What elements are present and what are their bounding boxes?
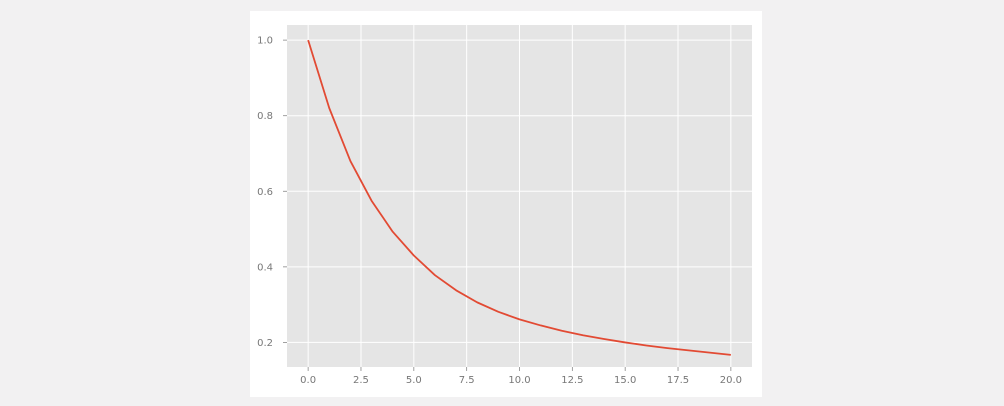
series-layer [307,39,731,356]
x-tick-label: 17.5 [667,375,689,386]
grid-lines [287,25,752,367]
y-tick-label: 0.8 [257,111,273,122]
line-chart: 0.0 2.5 5.0 7.5 10.0 12.5 15.0 17.5 20.0 0.2 0.4 0.… [257,25,752,386]
axis-ticks: 0.0 2.5 5.0 7.5 10.0 12.5 15.0 17.5 20.0 0.2 0.4 0.… [257,36,742,386]
x-tick-label: 7.5 [459,375,475,386]
x-tick-label: 5.0 [406,375,422,386]
x-tick-label: 20.0 [720,375,742,386]
y-tick-label: 0.2 [257,338,273,349]
x-tick-label: 0.0 [300,375,316,386]
chart-card: 0.0 2.5 5.0 7.5 10.0 12.5 15.0 17.5 20.0 0.2 0.4 0.… [250,11,762,397]
x-tick-label: 2.5 [353,375,369,386]
y-tick-label: 1.0 [257,36,273,47]
y-tick-label: 0.6 [257,187,273,198]
x-tick-label: 10.0 [508,375,530,386]
series-line [307,39,731,356]
y-tick-label: 0.4 [257,262,273,273]
x-tick-label: 12.5 [561,375,583,386]
x-tick-label: 15.0 [614,375,636,386]
